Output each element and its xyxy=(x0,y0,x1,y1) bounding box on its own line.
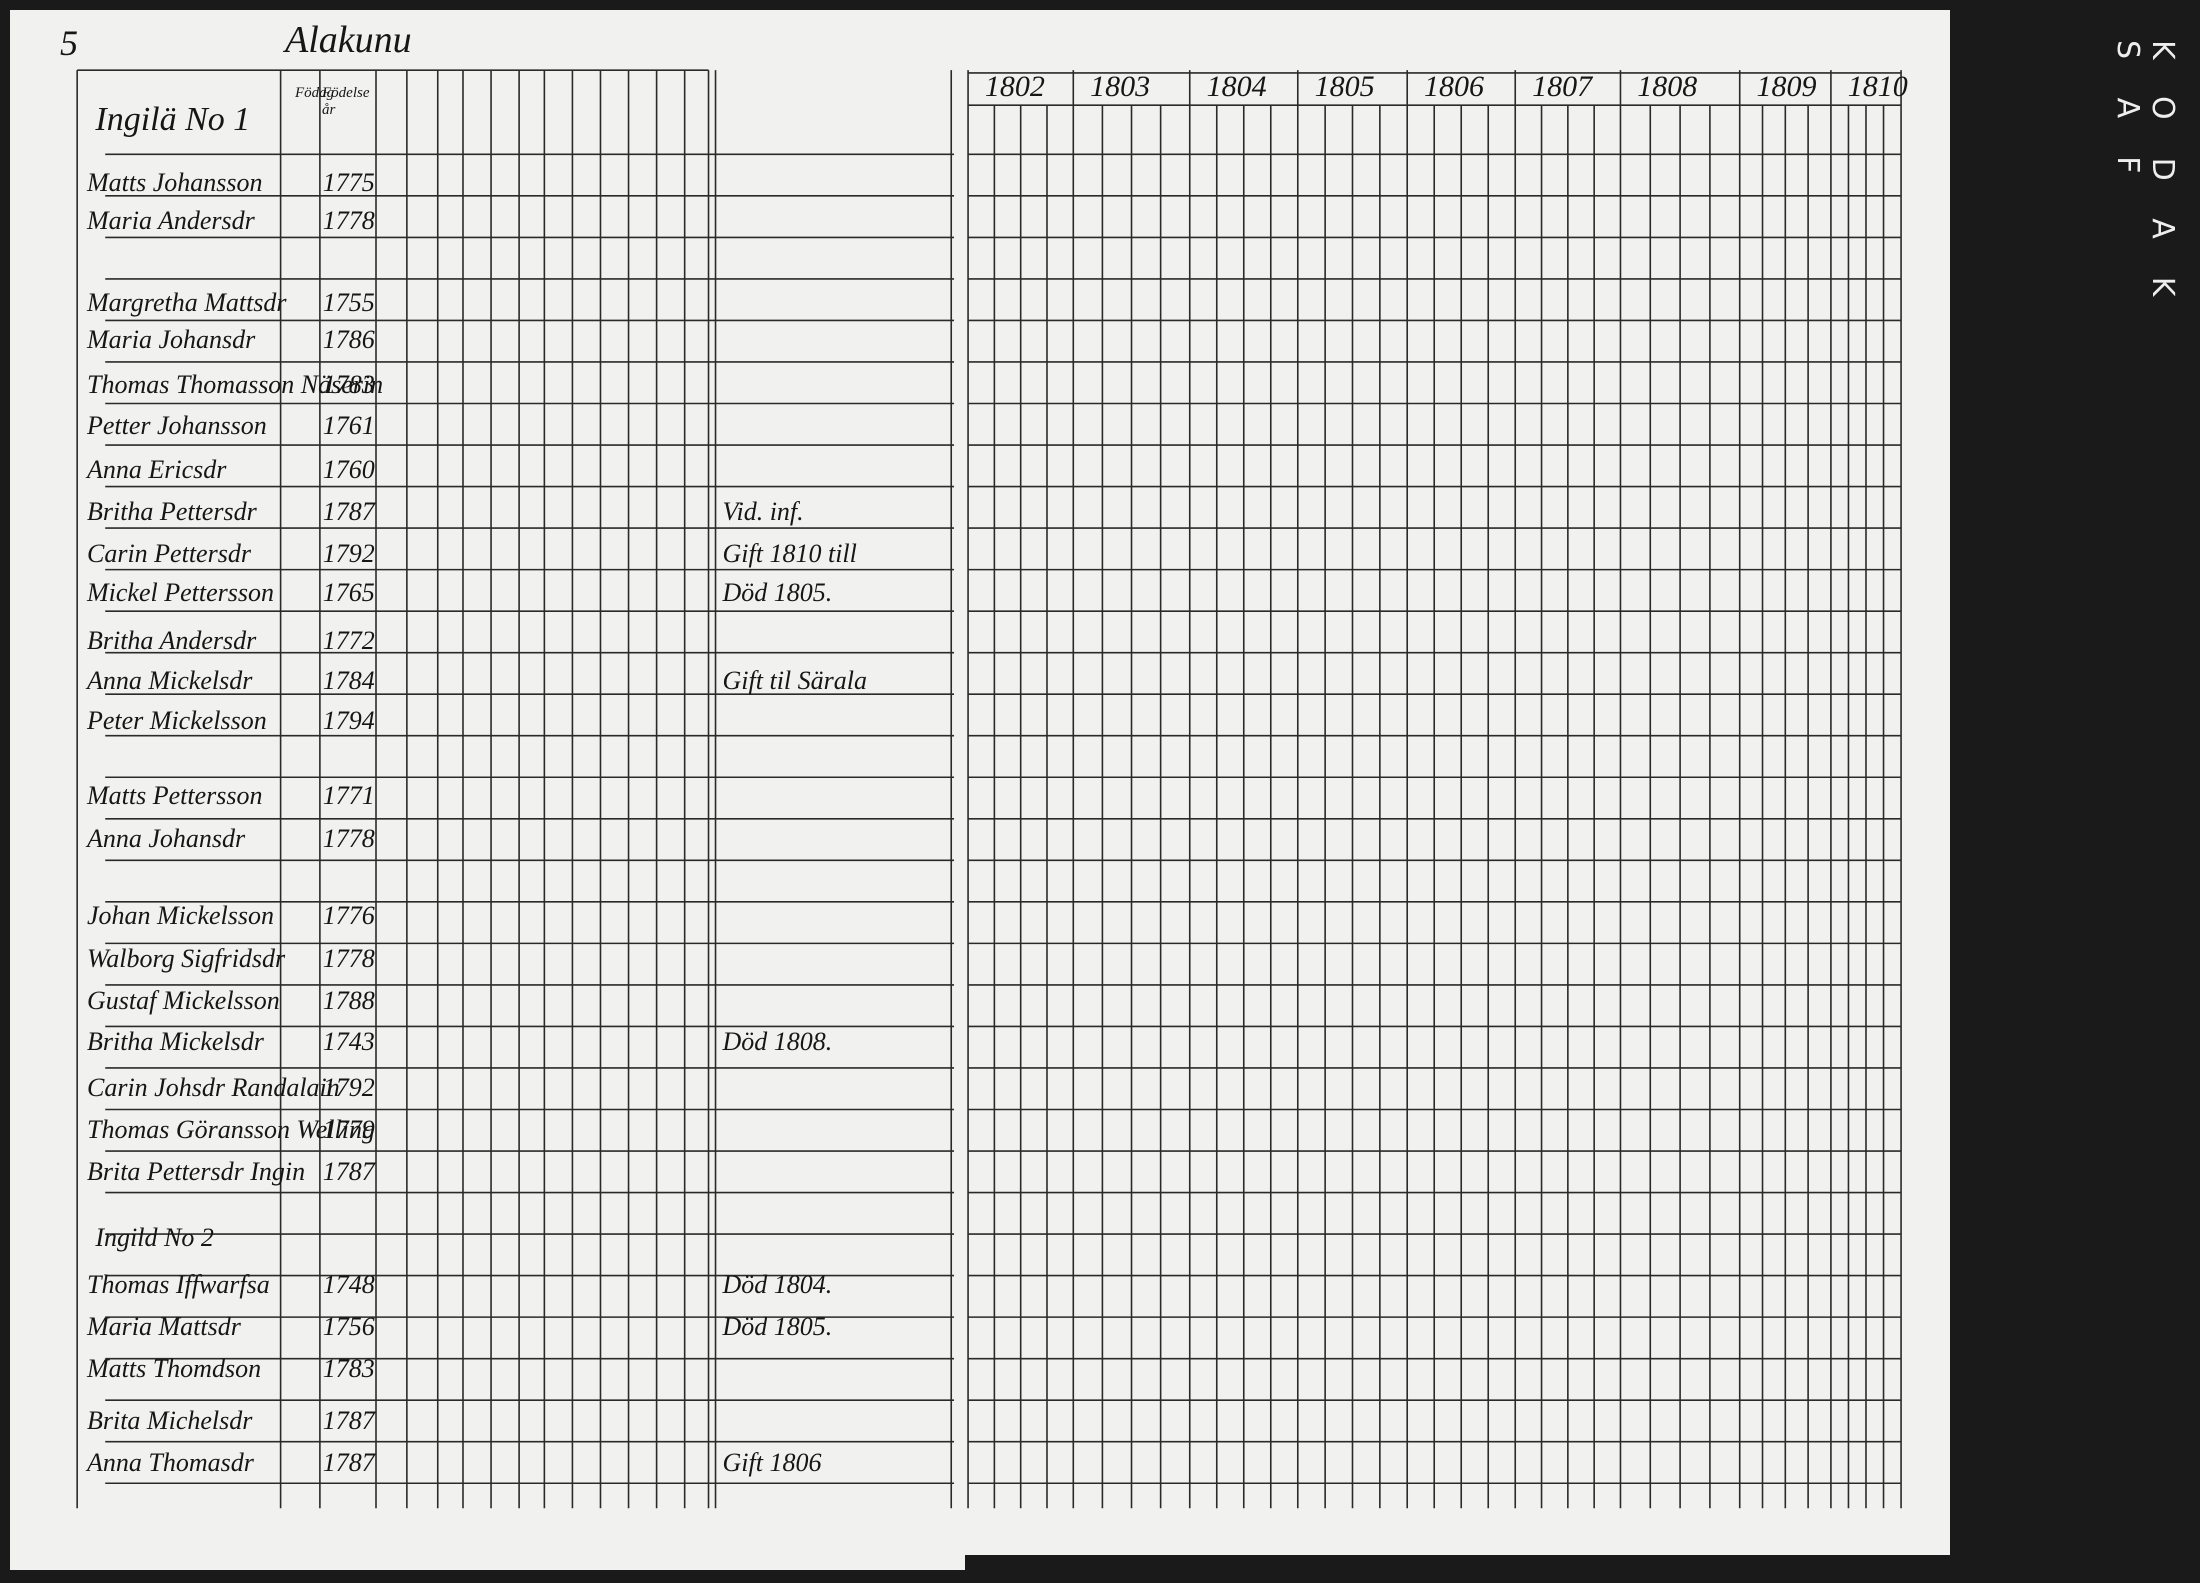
birth-year: 1765 xyxy=(322,578,375,608)
column-header: Födag xyxy=(295,85,335,101)
birth-year: 1778 xyxy=(322,823,375,853)
birth-year: 1756 xyxy=(322,1311,375,1341)
birth-year: 1778 xyxy=(322,944,375,974)
year-header: 1802 xyxy=(984,70,1045,104)
birth-year: 1787 xyxy=(322,1157,375,1187)
column-header: Födelse år xyxy=(322,85,370,118)
person-name: Matts Johansson xyxy=(86,168,263,198)
person-name: Anna Johansdr xyxy=(86,823,246,853)
person-name: Britha Pettersdr xyxy=(86,496,257,526)
person-name: Peter Mickelsson xyxy=(86,705,267,735)
person-name: Carin Pettersdr xyxy=(86,538,251,568)
person-name: Walborg Sigfridsdr xyxy=(86,944,286,974)
person-name: Thomas Thomasson Näserin xyxy=(86,370,384,400)
birth-year: 1787 xyxy=(322,496,375,526)
note: Död 1805. xyxy=(722,1311,833,1341)
birth-year: 1783 xyxy=(322,1353,375,1383)
person-name: Matts Thomdson xyxy=(86,1353,262,1383)
note: Gift til Särala xyxy=(722,666,867,696)
birth-year: 1788 xyxy=(322,986,375,1016)
note: Död 1804. xyxy=(722,1269,833,1299)
person-name: Johan Mickelsson xyxy=(86,900,274,930)
year-header: 1807 xyxy=(1532,70,1593,104)
person-name: Petter Johansson xyxy=(86,411,267,441)
person-name: Maria Johansdr xyxy=(86,325,256,355)
person-name: Carin Johsdr Randalain xyxy=(86,1073,340,1103)
birth-year: 1775 xyxy=(322,168,375,198)
birth-year: 1755 xyxy=(322,287,375,317)
year-header: 1809 xyxy=(1756,70,1817,104)
note: Gift 1810 till xyxy=(722,538,857,568)
person-name: Matts Pettersson xyxy=(86,781,263,811)
birth-year: 1786 xyxy=(322,325,375,355)
birth-year: 1778 xyxy=(322,206,375,236)
note: Gift 1806 xyxy=(722,1447,822,1477)
person-name: Maria Mattsdr xyxy=(86,1311,241,1341)
person-name: Gustaf Mickelsson xyxy=(86,986,280,1016)
person-name: Britha Mickelsdr xyxy=(86,1026,264,1056)
person-name: Anna Ericsdr xyxy=(86,454,227,484)
year-header: 1810 xyxy=(1847,70,1908,104)
birth-year: 1771 xyxy=(322,781,375,811)
person-name: Margretha Mattsdr xyxy=(86,287,287,317)
birth-year: 1783 xyxy=(322,370,375,400)
person-name: Brita Michelsdr xyxy=(86,1405,253,1435)
birth-year: 1776 xyxy=(322,900,375,930)
year-header: 1804 xyxy=(1206,70,1267,104)
note: Död 1808. xyxy=(722,1026,833,1056)
note: Vid. inf. xyxy=(722,496,804,526)
section-title: Ingilä No 1 xyxy=(95,101,251,139)
left-page xyxy=(10,10,965,1570)
birth-year: 1748 xyxy=(322,1269,375,1299)
person-name: Anna Mickelsdr xyxy=(86,666,253,696)
year-header: 1806 xyxy=(1424,70,1485,104)
birth-year: 1779 xyxy=(322,1115,375,1145)
person-name: Maria Andersdr xyxy=(86,206,255,236)
birth-year: 1761 xyxy=(322,411,375,441)
person-name: Britha Andersdr xyxy=(86,625,257,655)
birth-year: 1784 xyxy=(322,666,375,696)
year-header: 1805 xyxy=(1314,70,1375,104)
page-number: 5 xyxy=(60,23,78,63)
birth-year: 1760 xyxy=(322,454,375,484)
year-header: 1803 xyxy=(1090,70,1151,104)
person-name: Brita Pettersdr Ingin xyxy=(86,1157,306,1187)
birth-year: 1743 xyxy=(322,1026,375,1056)
village-title: Alakunu xyxy=(285,19,412,61)
section-title: Ingild No 2 xyxy=(95,1223,214,1253)
birth-year: 1794 xyxy=(322,705,375,735)
person-name: Thomas Iffwarfsa xyxy=(86,1269,270,1299)
note: Död 1805. xyxy=(722,578,833,608)
birth-year: 1772 xyxy=(322,625,375,655)
birth-year: 1792 xyxy=(322,1073,375,1103)
film-edge: KODAK SAF xyxy=(2110,40,2180,335)
person-name: Anna Thomasdr xyxy=(86,1447,254,1477)
birth-year: 1787 xyxy=(322,1405,375,1435)
birth-year: 1792 xyxy=(322,538,375,568)
year-header: 1808 xyxy=(1637,70,1698,104)
birth-year: 1787 xyxy=(322,1447,375,1477)
person-name: Thomas Göransson Welling xyxy=(86,1115,375,1145)
person-name: Mickel Pettersson xyxy=(86,578,274,608)
